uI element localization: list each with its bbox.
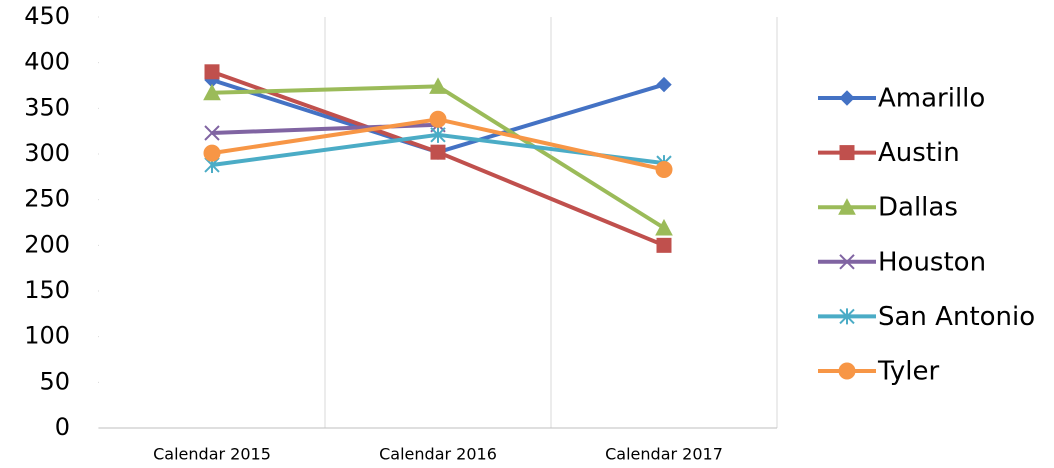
marker — [656, 237, 672, 253]
legend-label: San Antonio — [878, 302, 1035, 332]
y-tick-label: 200 — [24, 230, 70, 258]
y-tick-label: 0 — [55, 413, 70, 441]
x-tick-label: Calendar 2016 — [379, 445, 497, 464]
x-tick-label: Calendar 2015 — [153, 445, 271, 464]
marker — [839, 145, 855, 161]
legend-label: Tyler — [877, 357, 939, 387]
marker — [655, 218, 673, 236]
marker — [430, 144, 446, 160]
marker — [429, 110, 447, 128]
y-tick-label: 350 — [24, 93, 70, 121]
marker — [204, 125, 220, 141]
y-tick-label: 250 — [24, 185, 70, 213]
marker — [429, 77, 447, 94]
marker — [656, 76, 672, 93]
y-tick-label: 300 — [24, 139, 70, 167]
marker — [839, 308, 855, 325]
y-tick-label: 50 — [39, 367, 70, 395]
y-tick-label: 400 — [24, 48, 70, 76]
marker — [838, 198, 856, 215]
x-tick-label: Calendar 2017 — [605, 445, 723, 464]
y-tick-label: 450 — [24, 2, 70, 30]
marker — [839, 254, 855, 270]
marker — [655, 161, 673, 179]
legend-label: Dallas — [878, 193, 958, 223]
marker — [204, 64, 220, 80]
y-tick-label: 100 — [24, 322, 70, 350]
marker — [430, 126, 446, 143]
marker — [203, 144, 221, 162]
marker — [838, 362, 856, 380]
legend-label: Houston — [878, 247, 986, 277]
y-tick-label: 150 — [24, 276, 70, 304]
marker — [203, 83, 221, 101]
legend-label: Austin — [878, 138, 960, 168]
marker — [839, 90, 855, 106]
legend-label: Amarillo — [878, 84, 985, 114]
